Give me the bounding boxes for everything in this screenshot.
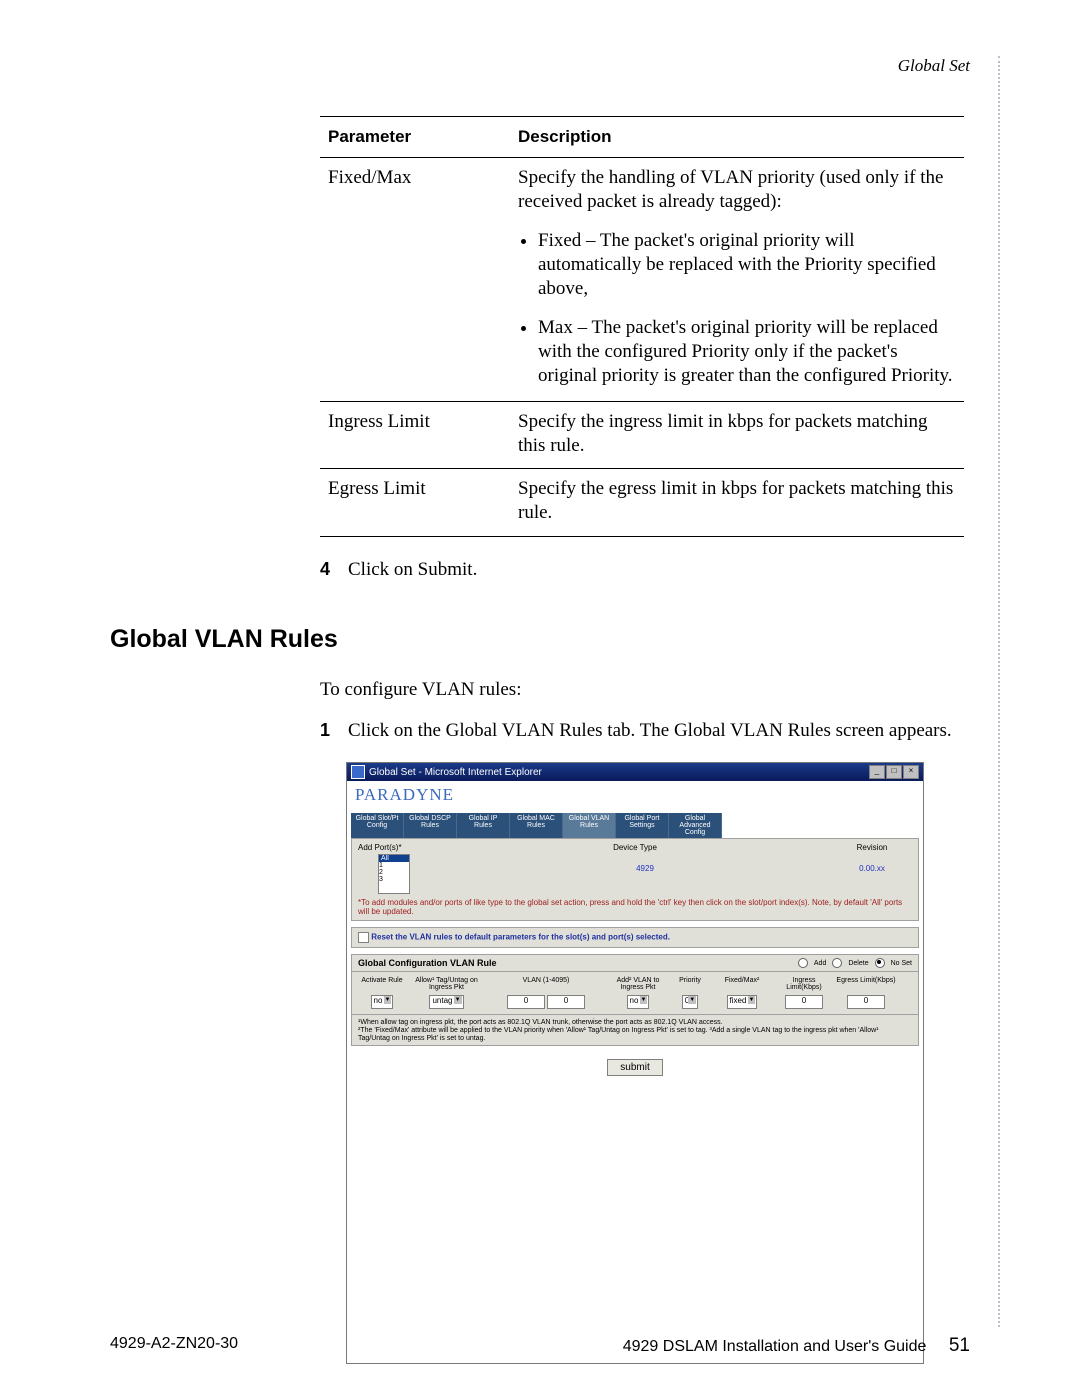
maximize-icon[interactable]: □ — [886, 765, 902, 779]
vlan-input[interactable]: 0 — [507, 995, 545, 1009]
col-header-description: Description — [510, 117, 964, 158]
tab-bar: Global Slot/Pt Config Global DSCP Rules … — [351, 813, 919, 838]
revision-label: Revision — [832, 843, 912, 852]
intro-text: To configure VLAN rules: — [320, 678, 970, 703]
col-addvlan: Add² VLAN to Ingress Pkt — [607, 976, 669, 992]
port-option[interactable]: 1 — [379, 862, 409, 869]
step-text: Click on the Global VLAN Rules tab. The … — [348, 720, 952, 742]
embedded-screenshot: Global Set - Microsoft Internet Explorer… — [346, 762, 924, 1363]
table-row: Egress Limit Specify the egress limit in… — [320, 469, 964, 537]
step-1: 1 Click on the Global VLAN Rules tab. Th… — [320, 720, 970, 742]
app-icon — [351, 765, 365, 779]
devtype-label: Device Type — [438, 843, 832, 852]
priority-select[interactable]: 0 — [682, 995, 698, 1009]
tab-advanced-config[interactable]: Global Advanced Config — [669, 813, 722, 838]
col-fixedmax: Fixed/Max² — [711, 976, 773, 992]
col-egress: Egress Limit(Kbps) — [835, 976, 897, 992]
minimize-icon[interactable]: _ — [869, 765, 885, 779]
table-row: Ingress Limit Specify the ingress limit … — [320, 401, 964, 469]
radio-delete[interactable] — [832, 958, 842, 968]
page-header-section: Global Set — [110, 56, 970, 76]
desc-cell: Specify the egress limit in kbps for pac… — [510, 469, 964, 537]
brand-logo: PARADYNE — [347, 781, 923, 805]
section-heading: Global VLAN Rules — [110, 625, 970, 654]
device-type-value: 4929 — [458, 854, 832, 894]
page-number: 51 — [949, 1335, 970, 1356]
window-controls[interactable]: _ □ × — [869, 765, 919, 779]
footer-right: 4929 DSLAM Installation and User's Guide — [623, 1338, 927, 1355]
radio-noset-label: No Set — [891, 960, 912, 967]
addvlan-select[interactable]: no — [627, 995, 650, 1009]
table-row: Fixed/Max Specify the handling of VLAN p… — [320, 158, 964, 402]
port-option[interactable]: 3 — [379, 876, 409, 883]
tab-port-settings[interactable]: Global Port Settings — [616, 813, 669, 838]
col-activate: Activate Rule — [356, 976, 408, 992]
device-panel: Add Port(s)* Device Type Revision All 1 … — [351, 838, 919, 921]
param-cell: Ingress Limit — [320, 401, 510, 469]
port-listbox[interactable]: All 1 2 3 — [378, 854, 410, 894]
port-option[interactable]: 2 — [379, 869, 409, 876]
config-title-text: Global Configuration VLAN Rule — [358, 958, 497, 968]
allow-select[interactable]: untag — [429, 995, 463, 1009]
window-title: Global Set - Microsoft Internet Explorer — [369, 767, 542, 778]
desc-intro: Specify the handling of VLAN priority (u… — [518, 167, 944, 212]
tab-mac-rules[interactable]: Global MAC Rules — [510, 813, 563, 838]
rule-table: Activate Rule Allow¹ Tag/Untag on Ingres… — [351, 971, 919, 1015]
param-cell: Egress Limit — [320, 469, 510, 537]
activate-select[interactable]: no — [371, 995, 394, 1009]
col-ingress: Ingress Limit(Kbps) — [773, 976, 835, 992]
revision-value: 0.00.xx — [832, 854, 912, 894]
desc-cell: Specify the ingress limit in kbps for pa… — [510, 401, 964, 469]
col-allow: Allow¹ Tag/Untag on Ingress Pkt — [408, 976, 485, 992]
egress-input[interactable]: 0 — [847, 995, 885, 1009]
desc-cell: Specify the handling of VLAN priority (u… — [510, 158, 964, 402]
footnote-1: ¹When allow tag on ingress pkt, the port… — [358, 1019, 912, 1027]
config-section-title: Global Configuration VLAN Rule Add Delet… — [351, 954, 919, 971]
submit-area: submit — [347, 1052, 923, 1363]
tab-slot-config[interactable]: Global Slot/Pt Config — [351, 813, 404, 838]
parameter-table: Parameter Description Fixed/Max Specify … — [320, 116, 964, 537]
vlan-input2[interactable]: 0 — [547, 995, 585, 1009]
tab-vlan-rules[interactable]: Global VLAN Rules — [563, 813, 616, 838]
close-icon[interactable]: × — [903, 765, 919, 779]
radio-add-label: Add — [814, 960, 826, 967]
col-vlan: VLAN (1-4095) — [485, 976, 607, 992]
page-footer: 4929-A2-ZN20-30 4929 DSLAM Installation … — [110, 1335, 970, 1357]
tab-dscp-rules[interactable]: Global DSCP Rules — [404, 813, 457, 838]
step-number: 1 — [320, 720, 342, 742]
tab-ip-rules[interactable]: Global IP Rules — [457, 813, 510, 838]
radio-noset[interactable] — [875, 958, 885, 968]
reset-text: Reset the VLAN rules to default paramete… — [371, 933, 670, 942]
footer-left: 4929-A2-ZN20-30 — [110, 1335, 238, 1357]
submit-button[interactable]: submit — [607, 1059, 662, 1076]
step-number: 4 — [320, 559, 342, 581]
col-priority: Priority — [669, 976, 711, 992]
margin-dotted-line — [997, 56, 1000, 1327]
addport-label: Add Port(s)* — [358, 843, 438, 852]
addport-note: *To add modules and/or ports of like typ… — [358, 898, 912, 916]
col-header-parameter: Parameter — [320, 117, 510, 158]
step-text: Click on Submit. — [348, 559, 477, 581]
port-option[interactable]: All — [379, 855, 409, 862]
bullet-item: Max – The packet's original priority wil… — [538, 316, 956, 389]
fixedmax-select[interactable]: fixed — [727, 995, 758, 1009]
reset-panel: Reset the VLAN rules to default paramete… — [351, 927, 919, 948]
ingress-input[interactable]: 0 — [785, 995, 823, 1009]
footnote-2: ²The 'Fixed/Max' attribute will be appli… — [358, 1027, 912, 1042]
reset-checkbox[interactable] — [358, 932, 369, 943]
param-cell: Fixed/Max — [320, 158, 510, 402]
radio-add[interactable] — [798, 958, 808, 968]
rule-footnotes: ¹When allow tag on ingress pkt, the port… — [351, 1015, 919, 1045]
step-4: 4 Click on Submit. — [320, 559, 970, 581]
window-titlebar: Global Set - Microsoft Internet Explorer… — [347, 763, 923, 781]
bullet-item: Fixed – The packet's original priority w… — [538, 229, 956, 302]
radio-delete-label: Delete — [848, 960, 868, 967]
